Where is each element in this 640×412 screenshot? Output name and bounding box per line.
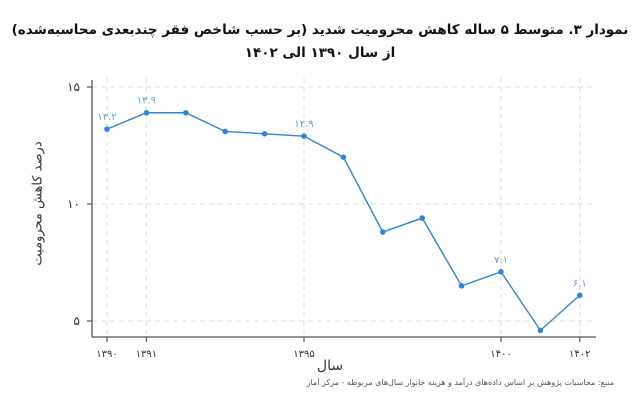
chart-title-line1: نمودار ۳. متوسط ۵ ساله کاهش محرومیت شدید… bbox=[11, 22, 629, 38]
y-tick-label: ۱۵ bbox=[67, 80, 80, 94]
data-point bbox=[143, 109, 150, 116]
x-tick-label: ۱۳۹۵ bbox=[293, 349, 314, 360]
data-point bbox=[301, 133, 307, 139]
data-label: ۱۳.۹ bbox=[137, 96, 156, 107]
data-point bbox=[183, 109, 189, 116]
y-tick-label: ۱۰ bbox=[67, 197, 80, 211]
data-line bbox=[106, 112, 581, 332]
data-point bbox=[498, 269, 504, 275]
x-tick-label: ۱۳۹۰ bbox=[96, 349, 117, 360]
chart-title-line2: از سال ۱۳۹۰ الی ۱۴۰۲ bbox=[244, 45, 396, 61]
data-point bbox=[458, 283, 465, 289]
data-label: ۶.۱ bbox=[573, 278, 587, 289]
x-tick-label: ۱۴۰۲ bbox=[569, 349, 590, 360]
data-point bbox=[577, 292, 583, 299]
data-point bbox=[261, 131, 268, 137]
x-tick-label: ۱۴۰۰ bbox=[490, 349, 511, 360]
source-note: منبع: محاسبات پژوهش بر اساس داده‌های درآ… bbox=[306, 378, 614, 387]
y-axis-label: درصد کاهش محرومیت bbox=[30, 141, 46, 266]
data-point bbox=[537, 327, 544, 334]
data-point bbox=[380, 229, 386, 235]
data-label: ۷.۱ bbox=[494, 255, 508, 266]
data-label: ۱۳.۲ bbox=[97, 112, 116, 123]
x-tick-label: ۱۳۹۱ bbox=[136, 349, 157, 360]
data-point bbox=[340, 154, 347, 160]
data-point bbox=[222, 128, 228, 135]
y-tick-label: ۵ bbox=[74, 314, 80, 328]
x-axis-label: سال bbox=[316, 358, 344, 374]
data-point bbox=[419, 215, 426, 221]
data-point bbox=[104, 126, 110, 132]
data-label: ۱۲.۹ bbox=[294, 119, 313, 130]
